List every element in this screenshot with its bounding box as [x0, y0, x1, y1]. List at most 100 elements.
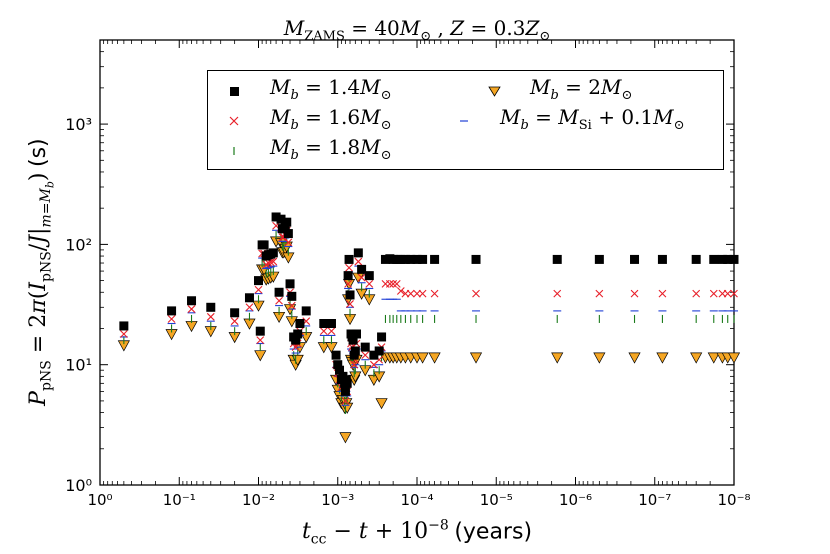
- point-square: [412, 254, 422, 264]
- point-triangle: [428, 352, 441, 364]
- point-x: [319, 327, 328, 336]
- point-x: [345, 263, 353, 272]
- point-x: [730, 289, 738, 298]
- legend-marker-hline: [460, 120, 468, 122]
- point-square: [377, 332, 387, 342]
- y-tick-label: 10³: [65, 115, 92, 134]
- point-square: [301, 306, 311, 316]
- point-square: [343, 271, 353, 281]
- point-square: [187, 296, 197, 306]
- point-x: [418, 289, 427, 298]
- point-square: [353, 248, 363, 258]
- legend-marker-square: [230, 87, 239, 96]
- point-triangle: [375, 398, 388, 410]
- legend-marker-vline: [233, 147, 235, 155]
- point-triangle: [469, 352, 483, 364]
- point-square: [291, 335, 301, 345]
- point-triangle: [656, 352, 669, 364]
- point-square: [657, 254, 667, 264]
- point-square: [295, 319, 305, 329]
- point-square: [691, 254, 701, 264]
- point-x: [430, 289, 439, 298]
- point-x: [354, 257, 363, 266]
- x-tick-label: 10⁻⁸: [717, 491, 750, 509]
- point-square: [374, 346, 384, 356]
- y-tick-label: 10¹: [65, 356, 92, 375]
- y-tick-label: 10²: [65, 235, 92, 254]
- legend: Mb = 1.4M⊙ Mb = 1.6M⊙ Mb = 1.8M⊙ Mb = 2M…: [207, 70, 724, 170]
- point-x: [344, 279, 353, 288]
- point-square: [345, 290, 355, 300]
- title-subscript: ZAMS: [304, 29, 345, 44]
- point-square: [119, 321, 129, 331]
- point-triangle: [339, 432, 352, 444]
- point-square: [255, 326, 265, 336]
- point-x: [396, 287, 405, 295]
- point-x: [406, 289, 415, 298]
- point-triangle: [291, 354, 304, 366]
- point-square: [276, 214, 286, 224]
- point-x: [119, 330, 128, 338]
- point-square: [357, 264, 367, 274]
- point-triangle: [628, 352, 641, 364]
- point-square: [729, 254, 739, 264]
- point-square: [340, 386, 350, 396]
- legend-label-si: Mb = MSi + 0.1M⊙: [500, 105, 685, 133]
- point-square: [709, 254, 719, 264]
- data-marks: [117, 212, 741, 444]
- point-square: [319, 319, 329, 329]
- point-x: [357, 273, 366, 282]
- point-square: [283, 229, 293, 239]
- point-x: [553, 289, 562, 298]
- point-square: [244, 293, 254, 303]
- point-square: [287, 291, 297, 301]
- point-x: [350, 360, 359, 369]
- legend-marker-triangle: [488, 86, 501, 97]
- point-square: [230, 308, 240, 318]
- legend-label-1-8: Mb = 1.8M⊙: [270, 135, 392, 163]
- point-x: [361, 351, 370, 360]
- point-x: [284, 238, 293, 247]
- point-square: [333, 360, 343, 370]
- point-triangle: [690, 352, 703, 364]
- point-x: [392, 279, 401, 288]
- point-square: [348, 335, 358, 345]
- point-x: [287, 301, 296, 310]
- y-axis-label: PpNS = 2π(IpNS/J|m=Mb) (s): [25, 138, 58, 406]
- point-square: [723, 254, 733, 264]
- point-square: [364, 271, 374, 281]
- point-x: [365, 279, 374, 288]
- x-tick-label: 10⁻⁵: [480, 491, 513, 509]
- point-square: [396, 254, 406, 264]
- point-square: [471, 254, 481, 264]
- point-x: [723, 289, 732, 298]
- x-tick-label: 10⁻¹: [163, 491, 196, 509]
- x-tick-label: 10⁻²: [242, 491, 275, 509]
- point-x: [187, 305, 196, 313]
- point-x: [206, 312, 215, 321]
- point-x: [692, 289, 701, 298]
- legend-label-1-6: Mb = 1.6M⊙: [270, 105, 392, 133]
- x-tick-label: 10⁻⁷: [638, 491, 671, 509]
- point-square: [331, 350, 341, 360]
- point-square: [418, 254, 428, 264]
- point-x: [413, 289, 421, 298]
- point-triangle: [707, 352, 720, 364]
- y-tick-label: 10⁰: [65, 476, 92, 495]
- legend-marker-x: [229, 116, 239, 126]
- point-x: [595, 289, 604, 298]
- x-tick-label: 10⁻⁴: [400, 491, 433, 509]
- point-square: [350, 346, 360, 356]
- point-triangle: [727, 352, 741, 364]
- point-square: [293, 329, 303, 339]
- legend-label-2: Mb = 2M⊙: [530, 75, 633, 103]
- point-x: [385, 279, 394, 288]
- point-x: [275, 296, 283, 305]
- point-square: [369, 350, 379, 360]
- point-square: [335, 365, 345, 375]
- point-square: [274, 287, 284, 297]
- point-x: [389, 279, 398, 288]
- point-x: [245, 303, 254, 312]
- point-square: [206, 302, 216, 312]
- point-square: [259, 240, 269, 250]
